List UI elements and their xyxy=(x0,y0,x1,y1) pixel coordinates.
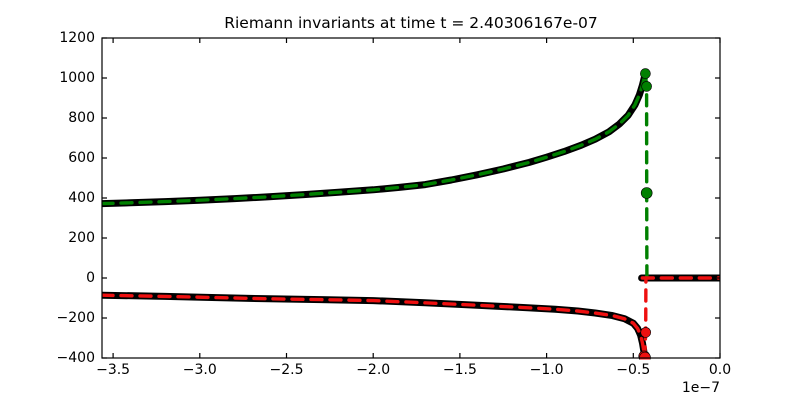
y-tick-label: 200 xyxy=(68,230,95,246)
upper-invariant-numerical-marker-dot xyxy=(640,68,651,79)
y-tick-label: 0 xyxy=(86,270,95,286)
x-tick-label: −2.5 xyxy=(269,362,304,378)
lower-invariant-numerical-line xyxy=(101,276,648,360)
x-tick-label: −3.0 xyxy=(182,362,217,378)
tick-marks xyxy=(102,37,721,359)
plot-title: Riemann invariants at time t = 2.4030616… xyxy=(224,14,598,32)
x-tick-label: −1.0 xyxy=(529,362,564,378)
y-tick-label: −400 xyxy=(56,350,95,366)
x-tick-label: −3.5 xyxy=(96,362,131,378)
upper-invariant-reference-line xyxy=(101,70,649,208)
upper-invariant-numerical-marker-dot xyxy=(640,187,653,199)
upper-invariant-numerical-marker-dot xyxy=(641,81,652,92)
x-tick-label: −0.5 xyxy=(616,362,651,378)
x-tick-label: −1.5 xyxy=(442,362,477,378)
lower-invariant-reference-line xyxy=(101,291,649,360)
y-tick-label: 600 xyxy=(68,150,95,166)
lower-invariant-numerical-marker-dot xyxy=(640,327,652,338)
y-tick-label: 800 xyxy=(68,110,95,126)
y-tick-label: −200 xyxy=(56,310,95,326)
y-tick-label: 1000 xyxy=(59,70,95,86)
x-tick-label: −2.0 xyxy=(356,362,391,378)
x-tick-label: 0.0 xyxy=(708,362,732,378)
plot-area xyxy=(101,68,721,360)
y-tick-label: 1200 xyxy=(59,30,95,46)
upper-invariant-numerical-line xyxy=(101,71,649,279)
y-tick-label: 400 xyxy=(68,190,95,206)
x-axis-offset-label: 1e−7 xyxy=(681,380,720,396)
